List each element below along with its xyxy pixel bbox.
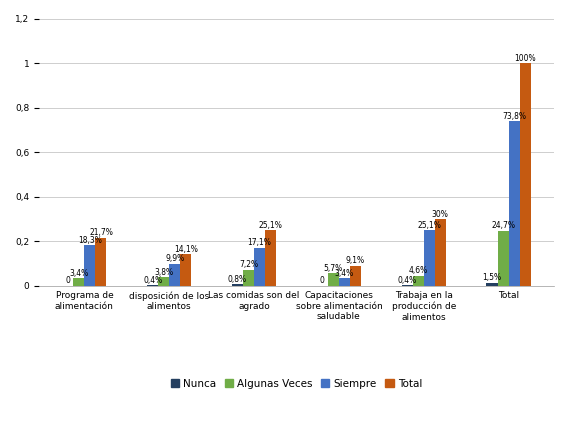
Text: 30%: 30%	[432, 210, 449, 218]
Bar	[243, 270, 254, 286]
Bar	[147, 285, 158, 286]
Text: 0: 0	[320, 277, 325, 285]
Bar	[435, 219, 446, 286]
Text: 5,7%: 5,7%	[324, 264, 343, 273]
Text: 0,8%: 0,8%	[228, 274, 247, 284]
Text: 3,4%: 3,4%	[335, 269, 354, 278]
Bar	[509, 121, 519, 286]
Text: 7,2%: 7,2%	[239, 260, 258, 269]
Bar	[413, 276, 424, 286]
Bar	[497, 231, 509, 286]
Bar	[232, 284, 243, 286]
Text: 9,1%: 9,1%	[346, 256, 365, 265]
Bar	[402, 285, 413, 286]
Bar	[424, 230, 435, 286]
Bar	[339, 278, 350, 286]
Text: 17,1%: 17,1%	[248, 238, 271, 247]
Text: 14,1%: 14,1%	[174, 245, 198, 254]
Text: 73,8%: 73,8%	[502, 112, 526, 121]
Bar	[328, 273, 339, 286]
Text: 0: 0	[65, 277, 71, 285]
Text: 0,4%: 0,4%	[143, 276, 162, 284]
Bar	[519, 63, 530, 286]
Text: 3,8%: 3,8%	[154, 268, 174, 277]
Bar	[180, 254, 191, 286]
Legend: Nunca, Algunas Veces, Siempre, Total: Nunca, Algunas Veces, Siempre, Total	[167, 375, 426, 393]
Bar	[96, 238, 106, 286]
Bar	[73, 278, 84, 286]
Bar	[84, 245, 96, 286]
Bar	[169, 264, 180, 286]
Text: 1,5%: 1,5%	[483, 273, 501, 282]
Bar	[486, 283, 497, 286]
Bar	[265, 230, 276, 286]
Text: 24,7%: 24,7%	[491, 222, 515, 230]
Text: 100%: 100%	[514, 54, 536, 62]
Text: 0,4%: 0,4%	[398, 276, 417, 284]
Text: 25,1%: 25,1%	[417, 221, 441, 229]
Bar	[254, 248, 265, 286]
Bar	[158, 277, 169, 286]
Text: 18,3%: 18,3%	[78, 236, 102, 245]
Bar	[350, 266, 361, 286]
Text: 25,1%: 25,1%	[259, 221, 283, 229]
Text: 4,6%: 4,6%	[409, 266, 428, 275]
Text: 21,7%: 21,7%	[89, 228, 113, 237]
Text: 9,9%: 9,9%	[165, 254, 184, 264]
Text: 3,4%: 3,4%	[69, 269, 89, 278]
